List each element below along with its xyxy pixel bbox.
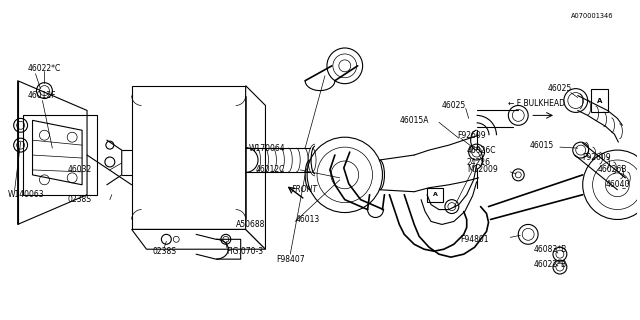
Text: FIG.070-3: FIG.070-3 — [226, 247, 263, 256]
Text: 46040: 46040 — [605, 180, 630, 189]
Text: A070001346: A070001346 — [572, 13, 614, 19]
Polygon shape — [18, 81, 87, 224]
Text: A: A — [597, 98, 602, 104]
Text: 46032: 46032 — [68, 165, 92, 174]
Text: W140063: W140063 — [8, 190, 44, 199]
Text: ← F BULKHEAD: ← F BULKHEAD — [508, 99, 565, 108]
Text: 46022*B: 46022*B — [533, 260, 566, 268]
Bar — [427, 188, 443, 202]
Polygon shape — [132, 229, 266, 249]
Text: 0238S: 0238S — [152, 247, 177, 256]
Bar — [591, 89, 609, 112]
Text: 0238S: 0238S — [68, 195, 92, 204]
Text: F92609: F92609 — [457, 131, 485, 140]
Text: A50688: A50688 — [236, 220, 266, 229]
Text: 46013: 46013 — [295, 215, 319, 224]
Text: 46015: 46015 — [530, 140, 554, 150]
Text: 46026B: 46026B — [598, 165, 627, 174]
Text: 46012C: 46012C — [256, 165, 285, 174]
Text: 46022*C: 46022*C — [28, 64, 61, 73]
Text: A: A — [433, 192, 437, 197]
Text: M12009: M12009 — [468, 165, 499, 174]
Text: 46025: 46025 — [442, 101, 466, 110]
Polygon shape — [132, 86, 246, 229]
Text: 46012F: 46012F — [28, 91, 56, 100]
Bar — [22, 116, 97, 195]
Text: W170064: W170064 — [249, 144, 285, 153]
Text: 46015A: 46015A — [399, 116, 429, 125]
Text: 46083*B: 46083*B — [533, 245, 566, 254]
Text: F94801: F94801 — [460, 235, 488, 244]
Text: F92609: F92609 — [582, 153, 611, 162]
Text: 46026C: 46026C — [467, 146, 496, 155]
Text: 24226: 24226 — [467, 158, 491, 167]
Polygon shape — [246, 86, 266, 249]
Polygon shape — [33, 120, 82, 185]
Text: F98407: F98407 — [276, 255, 305, 264]
Text: 46025: 46025 — [548, 84, 572, 93]
Text: FRONT: FRONT — [292, 185, 318, 194]
